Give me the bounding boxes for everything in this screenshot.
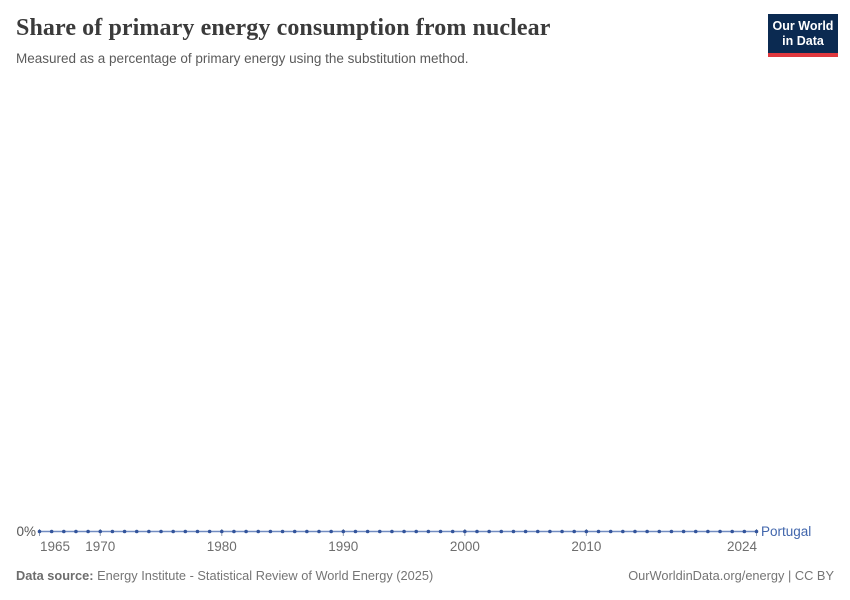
x-axis-tick-label: 2010 [571, 539, 601, 554]
data-point[interactable] [560, 529, 564, 534]
data-point[interactable] [183, 529, 188, 534]
data-point[interactable] [390, 529, 394, 534]
data-point[interactable] [110, 529, 115, 534]
data-point[interactable] [329, 529, 333, 534]
data-point[interactable] [134, 529, 139, 534]
x-axis-tick-label: 2024 [727, 539, 758, 554]
series-label-portugal[interactable]: Portugal [761, 524, 811, 539]
x-axis-tick-label: 1990 [328, 539, 358, 554]
data-point[interactable] [232, 529, 236, 534]
data-point[interactable] [645, 529, 649, 534]
x-axis-tick-label: 2000 [450, 539, 480, 554]
data-point[interactable] [511, 529, 516, 534]
data-point[interactable] [122, 529, 127, 534]
data-point[interactable] [402, 529, 406, 534]
data-point[interactable] [669, 529, 674, 534]
data-point[interactable] [633, 529, 637, 534]
data-point[interactable] [219, 529, 224, 534]
data-point[interactable] [718, 529, 722, 534]
data-point[interactable] [147, 529, 151, 534]
owid-logo-text-line1: Our World [772, 18, 834, 33]
data-point[interactable] [426, 529, 431, 534]
chart-header: Share of primary energy consumption from… [16, 14, 838, 67]
data-point[interactable] [487, 529, 491, 534]
data-point[interactable] [195, 529, 200, 534]
data-point[interactable] [256, 529, 261, 534]
data-point[interactable] [159, 529, 163, 534]
x-axis-tick-label: 1980 [207, 539, 237, 554]
data-point[interactable] [438, 529, 443, 534]
data-point[interactable] [706, 529, 710, 534]
data-point[interactable] [548, 529, 552, 534]
data-point[interactable] [305, 529, 309, 534]
chart-footer: Data source: Energy Institute - Statisti… [16, 568, 834, 583]
data-point[interactable] [596, 529, 601, 534]
x-axis-tick-label: 1965 [40, 539, 70, 554]
data-source-value: Energy Institute - Statistical Review of… [97, 568, 434, 583]
data-point[interactable] [621, 529, 625, 534]
data-point[interactable] [572, 529, 577, 534]
data-point[interactable] [268, 529, 273, 534]
data-point[interactable] [730, 529, 734, 534]
data-point[interactable] [657, 529, 662, 534]
data-point[interactable] [74, 529, 78, 534]
data-point[interactable] [608, 529, 613, 534]
data-point[interactable] [365, 529, 370, 534]
y-axis-label: 0% [16, 524, 36, 539]
data-point[interactable] [754, 529, 759, 534]
data-point[interactable] [317, 529, 321, 534]
data-point[interactable] [693, 529, 698, 534]
data-point[interactable] [280, 529, 285, 534]
data-point[interactable] [341, 529, 346, 534]
attribution-link[interactable]: OurWorldinData.org/energy | CC BY [628, 568, 834, 583]
data-point[interactable] [584, 529, 589, 534]
data-point[interactable] [353, 529, 358, 534]
x-axis: 1965 1970 1980 1990 2000 2010 2024 [39, 529, 758, 554]
data-point[interactable] [681, 529, 686, 534]
data-point[interactable] [86, 529, 90, 534]
data-point[interactable] [414, 529, 419, 534]
chart-subtitle: Measured as a percentage of primary ener… [16, 50, 469, 66]
data-source-note: Data source: Energy Institute - Statisti… [16, 568, 433, 583]
page-title: Share of primary energy consumption from… [16, 15, 551, 41]
data-point[interactable] [49, 529, 54, 534]
owid-logo[interactable]: Our World in Data [768, 14, 838, 57]
data-point[interactable] [244, 529, 248, 534]
data-point[interactable] [207, 529, 212, 534]
data-point[interactable] [499, 529, 504, 534]
data-point[interactable] [523, 529, 528, 534]
x-axis-tick-label: 1970 [85, 539, 115, 554]
data-point[interactable] [98, 529, 103, 534]
data-point[interactable] [535, 529, 540, 534]
series-portugal[interactable] [37, 529, 759, 534]
data-point[interactable] [37, 529, 42, 534]
data-point[interactable] [292, 529, 297, 534]
owid-logo-text-line2: in Data [782, 33, 824, 48]
data-point[interactable] [463, 529, 467, 534]
data-point[interactable] [475, 529, 479, 534]
data-point[interactable] [377, 529, 382, 534]
data-point[interactable] [171, 529, 175, 534]
data-source-label: Data source: [16, 568, 94, 583]
data-point[interactable] [450, 529, 455, 534]
data-point[interactable] [62, 529, 66, 534]
data-point[interactable] [742, 529, 747, 534]
